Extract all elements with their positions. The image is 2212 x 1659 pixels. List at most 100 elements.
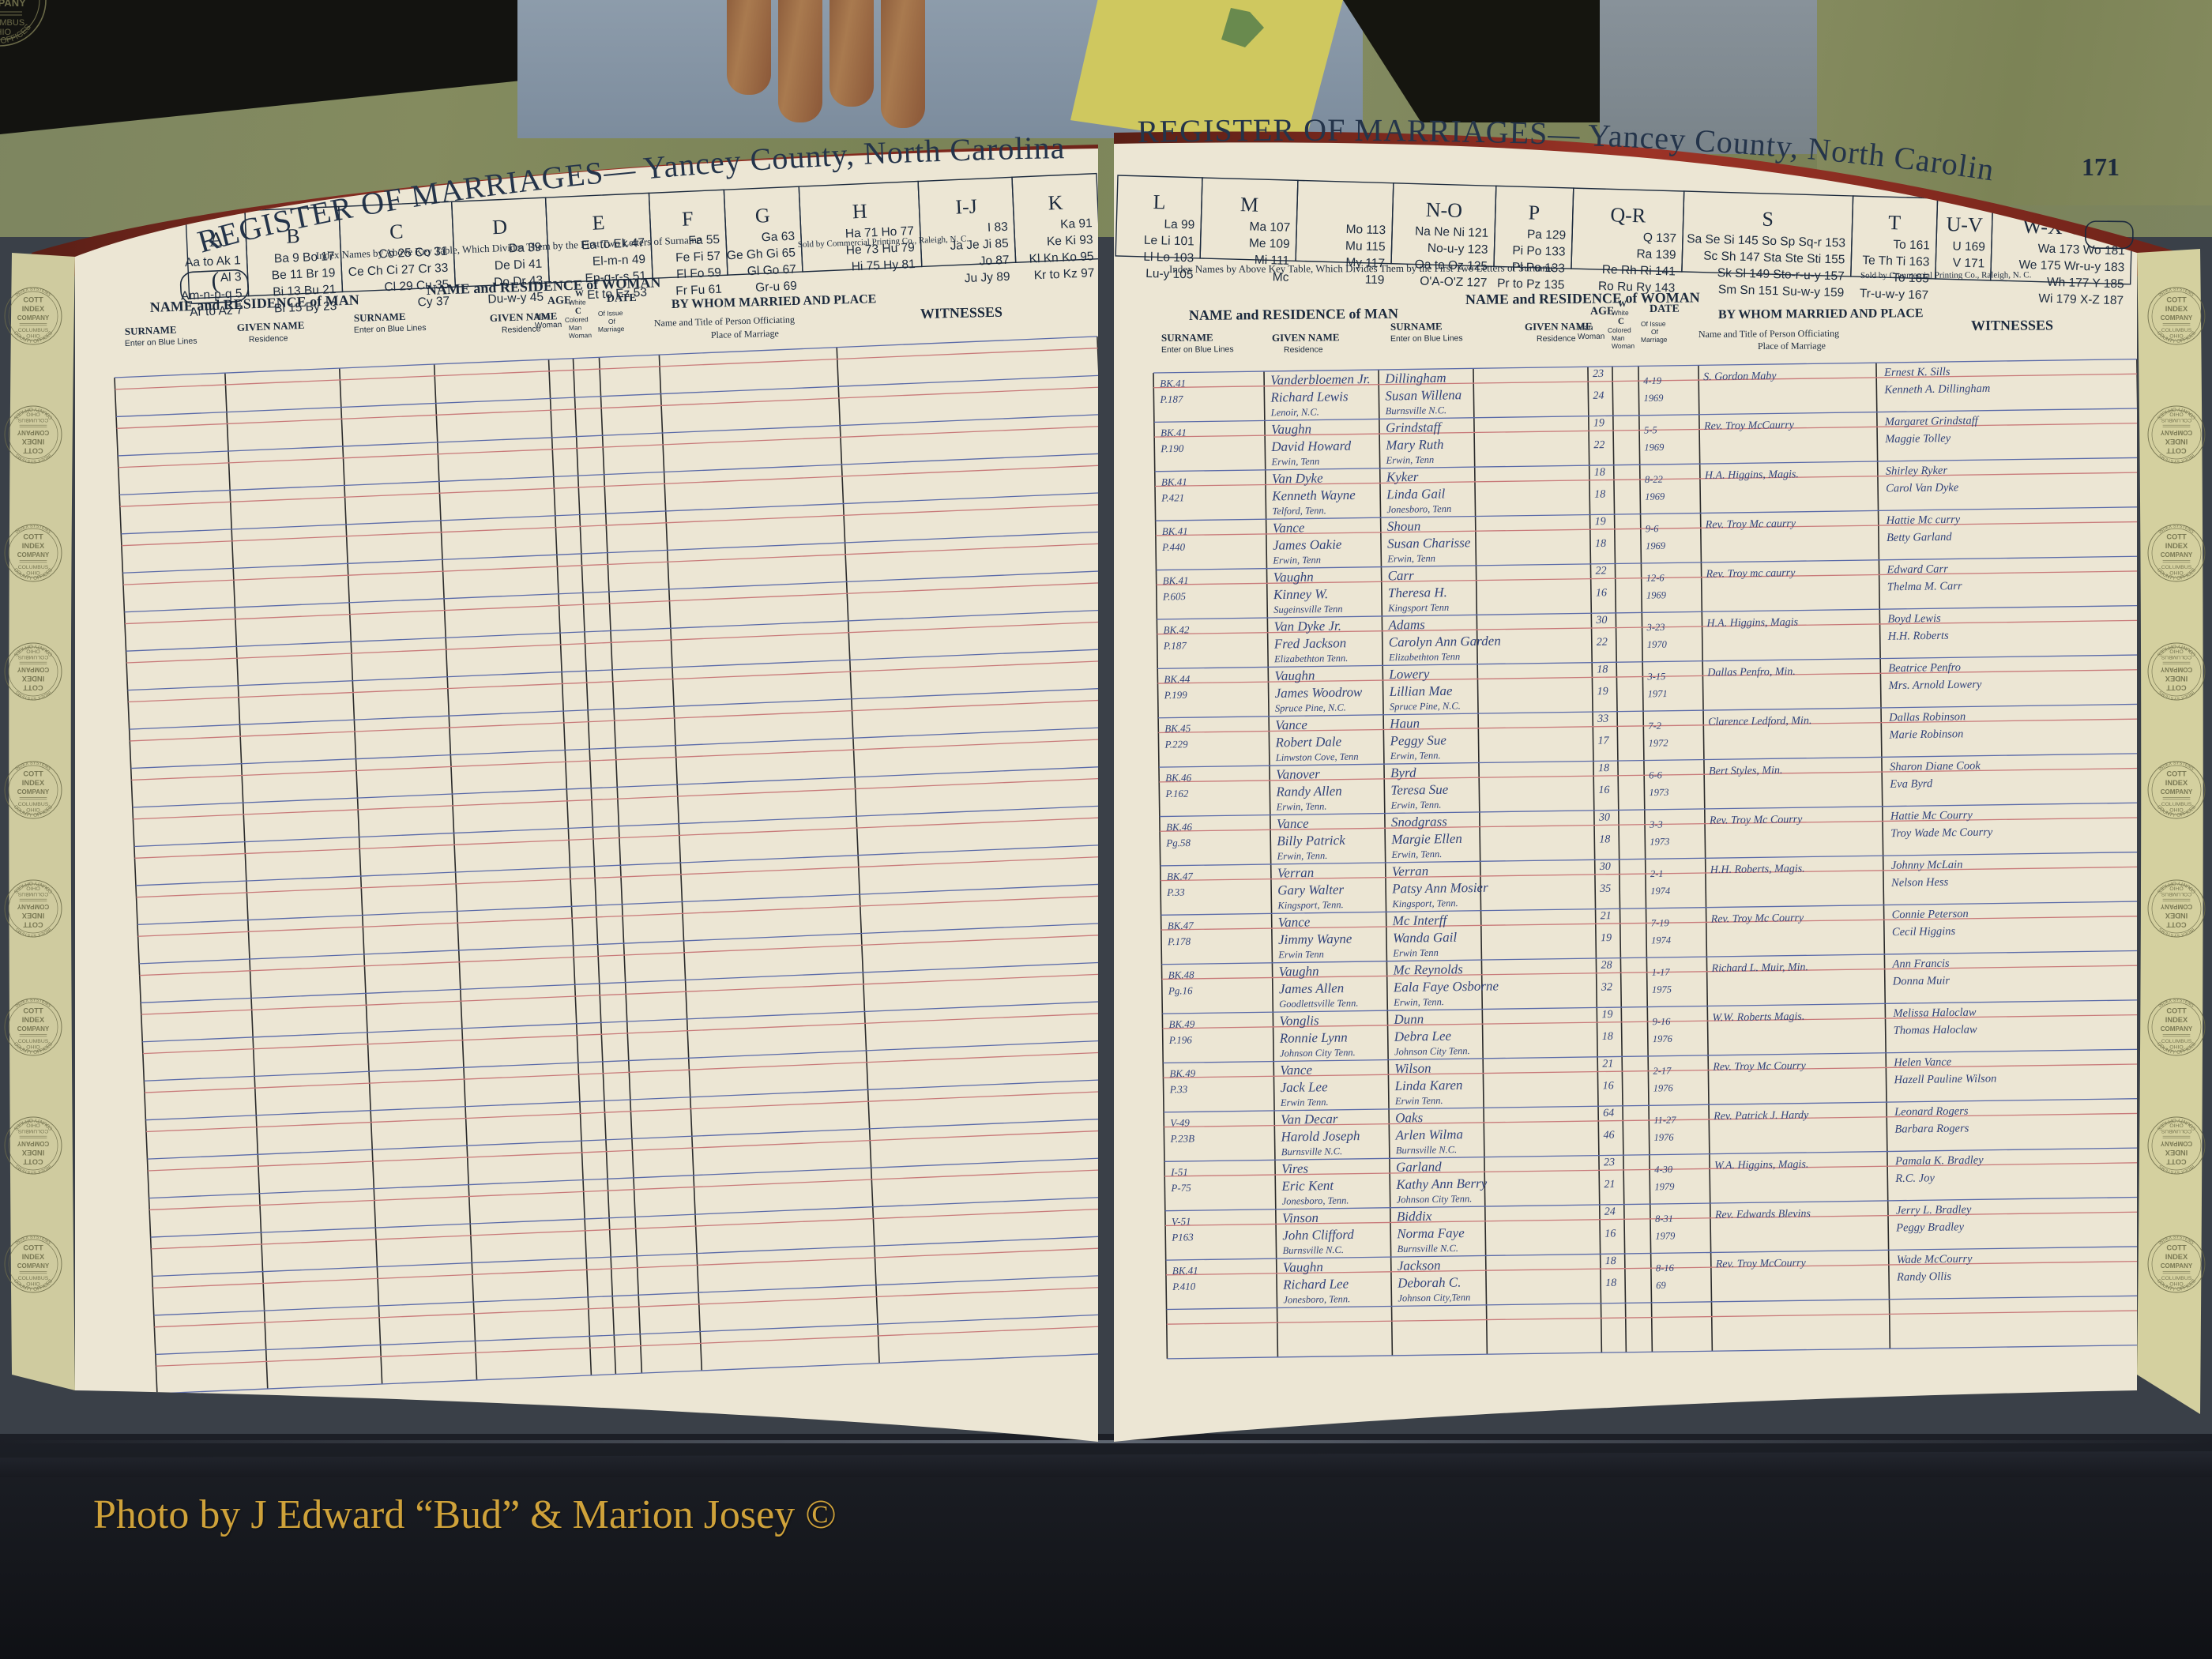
svg-text:K: K [1048, 191, 1063, 215]
svg-text:Le Li 101: Le Li 101 [1144, 234, 1194, 249]
svg-text:Of Issue: Of Issue [1641, 320, 1666, 328]
svg-text:Man: Man [1578, 324, 1593, 333]
svg-text:AGE: AGE [547, 295, 572, 307]
svg-text:David Howard: David Howard [1270, 438, 1352, 454]
svg-text:NAME and RESIDENCE of MAN: NAME and RESIDENCE of MAN [1189, 306, 1398, 323]
svg-text:Rev. Troy Mc Courry: Rev. Troy Mc Courry [1712, 1060, 1806, 1074]
svg-text:Lillian Mae: Lillian Mae [1389, 683, 1454, 699]
svg-text:Kl Kn Ko 95: Kl Kn Ko 95 [1029, 250, 1094, 266]
svg-text:White: White [569, 298, 586, 307]
svg-text:Re Rh Ri 141: Re Rh Ri 141 [1602, 263, 1676, 279]
svg-text:Ju Jy 89: Ju Jy 89 [964, 270, 1010, 286]
svg-text:Marie Robinson: Marie Robinson [1888, 728, 1963, 741]
svg-text:Rev. Troy McCourry: Rev. Troy McCourry [1715, 1258, 1807, 1271]
svg-text:1969: 1969 [1645, 491, 1665, 502]
svg-text:Gary Walter: Gary Walter [1277, 882, 1345, 897]
svg-text:BK.47: BK.47 [1168, 920, 1194, 931]
svg-text:7-2: 7-2 [1648, 720, 1661, 732]
svg-text:35: 35 [1599, 883, 1611, 895]
svg-text:N-O: N-O [1425, 198, 1462, 222]
svg-text:18: 18 [1597, 664, 1608, 675]
svg-text:Erwin, Tenn: Erwin, Tenn [1385, 454, 1434, 466]
svg-text:Kingsport, Tenn.: Kingsport, Tenn. [1277, 899, 1343, 911]
svg-text:P.410: P.410 [1172, 1281, 1196, 1292]
svg-text:1974: 1974 [1651, 935, 1671, 946]
svg-text:P.187: P.187 [1159, 393, 1183, 404]
svg-text:F: F [682, 207, 694, 231]
svg-text:Johnson City,Tenn: Johnson City,Tenn [1398, 1292, 1470, 1304]
svg-text:Fl Fo 59: Fl Fo 59 [676, 266, 722, 281]
svg-text:H.A. Higgins, Magis: H.A. Higgins, Magis [1706, 616, 1798, 630]
svg-text:P.196: P.196 [1168, 1034, 1193, 1046]
svg-text:Rev. Troy Mc Courry: Rev. Troy Mc Courry [1710, 912, 1804, 926]
svg-text:Peggy Bradley: Peggy Bradley [1895, 1221, 1965, 1234]
svg-text:Rev. Troy Mc caurry: Rev. Troy Mc caurry [1705, 518, 1796, 532]
svg-text:3-23: 3-23 [1646, 622, 1665, 633]
svg-text:Ronnie Lynn: Ronnie Lynn [1279, 1030, 1348, 1046]
svg-text:Kenneth Wayne: Kenneth Wayne [1271, 487, 1356, 503]
svg-text:W: W [1618, 299, 1627, 309]
svg-text:8-16: 8-16 [1656, 1262, 1675, 1273]
svg-text:30: 30 [1595, 615, 1607, 626]
svg-text:Norma Faye: Norma Faye [1396, 1225, 1465, 1241]
svg-text:V-51: V-51 [1172, 1215, 1191, 1227]
svg-text:Kingsport, Tenn.: Kingsport, Tenn. [1391, 897, 1458, 909]
svg-text:Erwin, Tenn.: Erwin, Tenn. [1390, 750, 1441, 762]
svg-text:Residence: Residence [249, 333, 288, 344]
svg-text:16: 16 [1598, 784, 1609, 796]
svg-text:R.C. Joy: R.C. Joy [1894, 1172, 1935, 1185]
svg-text:Patsy Ann Mosier: Patsy Ann Mosier [1391, 880, 1488, 897]
svg-text:19: 19 [1601, 1009, 1612, 1021]
svg-text:171: 171 [2082, 152, 2120, 181]
svg-text:Place of Marriage: Place of Marriage [1758, 340, 1826, 352]
svg-text:Erwin Tenn.: Erwin Tenn. [1280, 1097, 1329, 1108]
svg-text:22: 22 [1593, 439, 1604, 451]
svg-text:Ernest K. Sills: Ernest K. Sills [1883, 366, 1951, 379]
svg-text:Carr: Carr [1387, 568, 1414, 583]
svg-text:O'A-O'Z 127: O'A-O'Z 127 [1420, 275, 1488, 290]
svg-text:Wanda Gail: Wanda Gail [1393, 930, 1458, 946]
svg-text:18: 18 [1602, 1031, 1613, 1043]
svg-text:W.W. Roberts Magis.: W.W. Roberts Magis. [1712, 1011, 1804, 1025]
svg-text:P.33: P.33 [1169, 1083, 1188, 1095]
svg-text:1974: 1974 [1650, 886, 1670, 897]
svg-text:Leonard Rogers: Leonard Rogers [1894, 1105, 1969, 1119]
svg-text:11-27: 11-27 [1653, 1115, 1676, 1126]
svg-text:DATE: DATE [1650, 303, 1680, 315]
svg-text:Rev. Patrick J. Hardy: Rev. Patrick J. Hardy [1713, 1109, 1809, 1123]
svg-text:Nelson Hess: Nelson Hess [1890, 876, 1949, 890]
svg-text:GIVEN NAME: GIVEN NAME [1272, 331, 1340, 344]
svg-text:1979: 1979 [1654, 1181, 1675, 1192]
svg-text:24: 24 [1593, 390, 1604, 402]
svg-text:Kinney W.: Kinney W. [1273, 586, 1329, 602]
svg-text:BK.49: BK.49 [1169, 1067, 1196, 1079]
svg-text:Burnsville N.C.: Burnsville N.C. [1386, 404, 1447, 416]
svg-text:2-1: 2-1 [1650, 868, 1664, 879]
svg-text:Na Ne Ni 121: Na Ne Ni 121 [1415, 224, 1488, 240]
svg-text:C: C [389, 220, 404, 243]
svg-text:1969: 1969 [1646, 589, 1667, 600]
svg-text:Vaughn: Vaughn [1283, 1259, 1323, 1275]
svg-text:S: S [1762, 208, 1774, 231]
svg-text:La 99: La 99 [1164, 217, 1194, 231]
svg-text:Te Th Ti 163: Te Th Ti 163 [1862, 254, 1929, 269]
svg-text:SURNAME: SURNAME [1161, 331, 1213, 344]
svg-text:L: L [1153, 190, 1166, 213]
svg-text:Erwin, Tenn.: Erwin, Tenn. [1276, 801, 1327, 813]
svg-text:Jonesboro, Tenn.: Jonesboro, Tenn. [1282, 1194, 1349, 1206]
svg-text:Rev. Troy mc caurry: Rev. Troy mc caurry [1706, 567, 1796, 581]
svg-text:Burnsville N.C.: Burnsville N.C. [1281, 1146, 1343, 1157]
svg-text:BK.48: BK.48 [1168, 969, 1195, 980]
svg-text:Pr to Pz 135: Pr to Pz 135 [1497, 276, 1565, 292]
svg-text:12-6: 12-6 [1646, 572, 1665, 583]
svg-text:Susan Charisse: Susan Charisse [1387, 535, 1471, 551]
svg-text:DATE: DATE [607, 292, 637, 305]
svg-text:SURNAME: SURNAME [354, 310, 406, 324]
svg-text:Place of Marriage: Place of Marriage [711, 328, 779, 340]
svg-text:Jimmy Wayne: Jimmy Wayne [1278, 931, 1352, 947]
svg-text:BK.46: BK.46 [1166, 821, 1193, 833]
svg-text:To 161: To 161 [1893, 238, 1930, 252]
svg-text:Cecil Higgins: Cecil Higgins [1892, 925, 1956, 939]
svg-text:Jackson: Jackson [1398, 1258, 1441, 1273]
svg-text:9-16: 9-16 [1652, 1016, 1671, 1027]
